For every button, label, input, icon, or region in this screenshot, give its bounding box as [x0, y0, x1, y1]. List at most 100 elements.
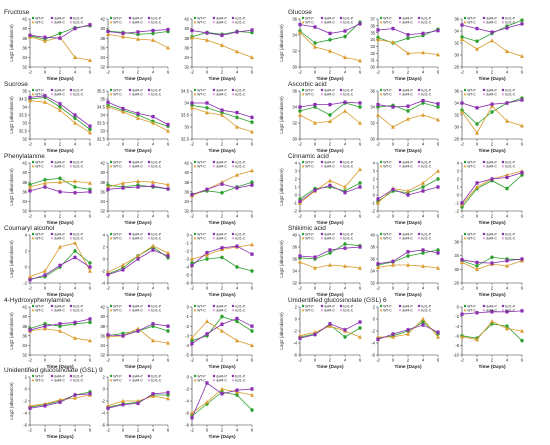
y-tick-label: 32: [454, 41, 459, 46]
data-point-orange: [436, 169, 440, 173]
legend-label: bzr1-C: [505, 309, 516, 313]
data-point-purple: [298, 254, 302, 258]
legend-marker: [301, 92, 305, 96]
y-tick-label: 32: [184, 65, 189, 70]
y-tick-label: 36: [184, 189, 189, 194]
data-point-orange: [391, 263, 395, 267]
data-point-purple: [421, 248, 425, 252]
panel-2: 32 34 36 38 40 42 -2 0 2 4 6 Time (Days) WT-PWT-C dwf…: [184, 16, 254, 82]
legend-marker: [109, 20, 113, 24]
legend-marker: [501, 160, 505, 164]
legend-label: WT-P: [113, 16, 122, 20]
data-point-purple: [151, 28, 155, 33]
legend-marker: [463, 16, 467, 20]
y-tick-label: -4: [185, 265, 189, 270]
legend-marker: [463, 308, 467, 312]
legend-marker: [212, 88, 216, 92]
x-tick-label: 4: [152, 428, 155, 433]
data-point-purple: [421, 31, 425, 35]
data-point-purple: [28, 278, 32, 282]
y-tick-label: -2: [371, 329, 375, 334]
legend-label: dwf4-C: [54, 379, 65, 383]
data-point-purple: [358, 22, 362, 26]
data-point-purple: [406, 250, 410, 254]
panel-20: -6 -5 -4 -3 -2 -1 0 -2 0 2 4 6 Time (Days) WT-PWT-C dw…: [185, 232, 254, 298]
y-tick-label: 34: [22, 105, 27, 110]
y-tick-label: -6: [455, 333, 459, 338]
data-point-purple: [166, 254, 170, 258]
x-tick-label: 2: [221, 70, 224, 75]
x-tick-label: 0: [392, 286, 395, 291]
x-tick-label: -2: [106, 358, 110, 363]
y-axis-label: Log2 (abundance): [9, 168, 14, 206]
data-point-purple: [505, 175, 509, 179]
legend-label: dwf4-P: [402, 232, 413, 236]
legend-marker: [193, 16, 197, 20]
legend-label: bzr1-C: [343, 165, 354, 169]
legend-marker: [212, 160, 216, 164]
legend-label: bzr1-C: [343, 237, 354, 241]
data-point-orange: [235, 49, 239, 54]
x-tick-label: 0: [314, 214, 317, 219]
data-point-orange: [88, 130, 92, 135]
x-tick-label: 6: [167, 358, 170, 363]
y-tick-label: 38: [184, 180, 189, 185]
legend-label: dwf4-C: [324, 21, 335, 25]
data-point-purple: [298, 336, 302, 340]
x-axis-label: Time (Days): [208, 364, 236, 370]
data-point-green: [235, 265, 239, 269]
data-point-purple: [136, 257, 140, 261]
y-tick-label: 35: [100, 97, 105, 102]
legend-label: dwf4-C: [402, 309, 413, 313]
y-tick-label: 0: [373, 193, 376, 198]
x-axis-label: Time (Days): [208, 434, 236, 440]
legend-label: WT-P: [113, 374, 122, 378]
y-tick-label: 36: [184, 45, 189, 50]
data-point-orange: [250, 393, 254, 397]
y-tick-label: 34: [292, 269, 297, 274]
x-tick-label: 0: [476, 286, 479, 291]
legend-label: dwf4-P: [402, 160, 413, 164]
data-point-orange: [358, 121, 362, 125]
data-point-orange: [376, 37, 380, 42]
data-point-purple: [58, 102, 62, 106]
data-point-purple: [190, 416, 194, 420]
x-tick-label: 4: [74, 358, 77, 363]
data-point-orange: [190, 35, 194, 40]
data-point-purple: [136, 185, 140, 189]
y-tick-label: 34.5: [181, 89, 190, 94]
data-point-purple: [250, 28, 254, 32]
y-axis-label: Log2 (abundance): [9, 382, 14, 420]
data-point-green: [298, 109, 302, 113]
panel-23: 26 30 34 38 -2 0 2 4 6 Time (Days) WT-PWT-C dwf4-Pd…: [454, 232, 524, 298]
data-point-green: [436, 105, 440, 109]
legend-marker: [109, 378, 113, 382]
legend-marker: [50, 160, 54, 164]
data-point-purple: [136, 329, 140, 333]
data-point-orange: [58, 108, 62, 112]
x-axis-label: Time (Days): [124, 76, 152, 82]
data-point-purple: [88, 392, 92, 396]
x-axis-label: Time (Days): [316, 292, 344, 298]
x-tick-label: 2: [221, 286, 224, 291]
data-point-purple: [475, 106, 479, 110]
data-point-orange: [73, 179, 77, 183]
data-point-green: [406, 36, 410, 40]
data-point-orange: [43, 326, 47, 331]
data-point-green: [421, 251, 425, 255]
panel-30: -6 -4 -2 0 2 -2 0 2 4 6 Time (Days) Log2 (abundance…: [9, 374, 92, 440]
data-point-green: [28, 182, 32, 187]
y-tick-label: 42: [184, 161, 189, 166]
legend-marker: [379, 92, 383, 96]
legend-label: WT-P: [35, 374, 44, 378]
data-point-purple: [235, 30, 239, 34]
x-tick-label: -2: [28, 142, 32, 147]
legend-label: WT-P: [113, 160, 122, 164]
x-tick-label: 2: [59, 428, 62, 433]
legend-label: WT-P: [113, 232, 122, 236]
legend-marker: [109, 92, 113, 96]
data-point-green: [88, 320, 92, 325]
legend-marker: [398, 232, 402, 236]
data-point-green: [235, 393, 239, 397]
panel-24: 32 34 36 38 40 42 -2 0 2 4 6 Time (Days) Log2 (abund…: [9, 304, 92, 370]
